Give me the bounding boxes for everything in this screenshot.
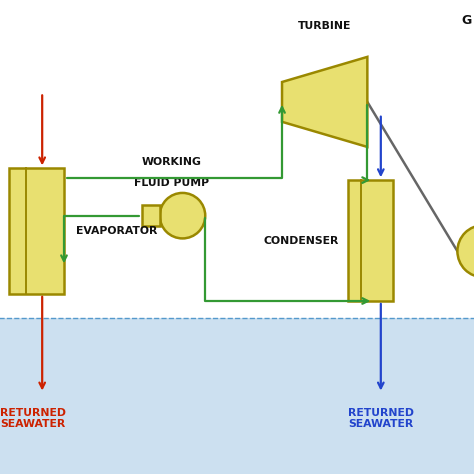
Polygon shape (282, 57, 367, 147)
Bar (348, 180, 393, 301)
Text: WORKING: WORKING (141, 157, 201, 167)
Bar (9, 168, 64, 294)
Text: TURBINE: TURBINE (298, 21, 351, 31)
Text: RETURNED
SEAWATER: RETURNED SEAWATER (0, 408, 66, 429)
Bar (0, 318, 474, 474)
Circle shape (457, 225, 474, 277)
Text: RETURNED
SEAWATER: RETURNED SEAWATER (348, 408, 414, 429)
Bar (142, 205, 160, 226)
Text: EVAPORATOR: EVAPORATOR (76, 226, 157, 236)
Text: CONDENSER: CONDENSER (264, 236, 339, 246)
Text: G: G (461, 14, 472, 27)
Circle shape (160, 193, 205, 238)
Text: FLUID PUMP: FLUID PUMP (134, 178, 209, 188)
